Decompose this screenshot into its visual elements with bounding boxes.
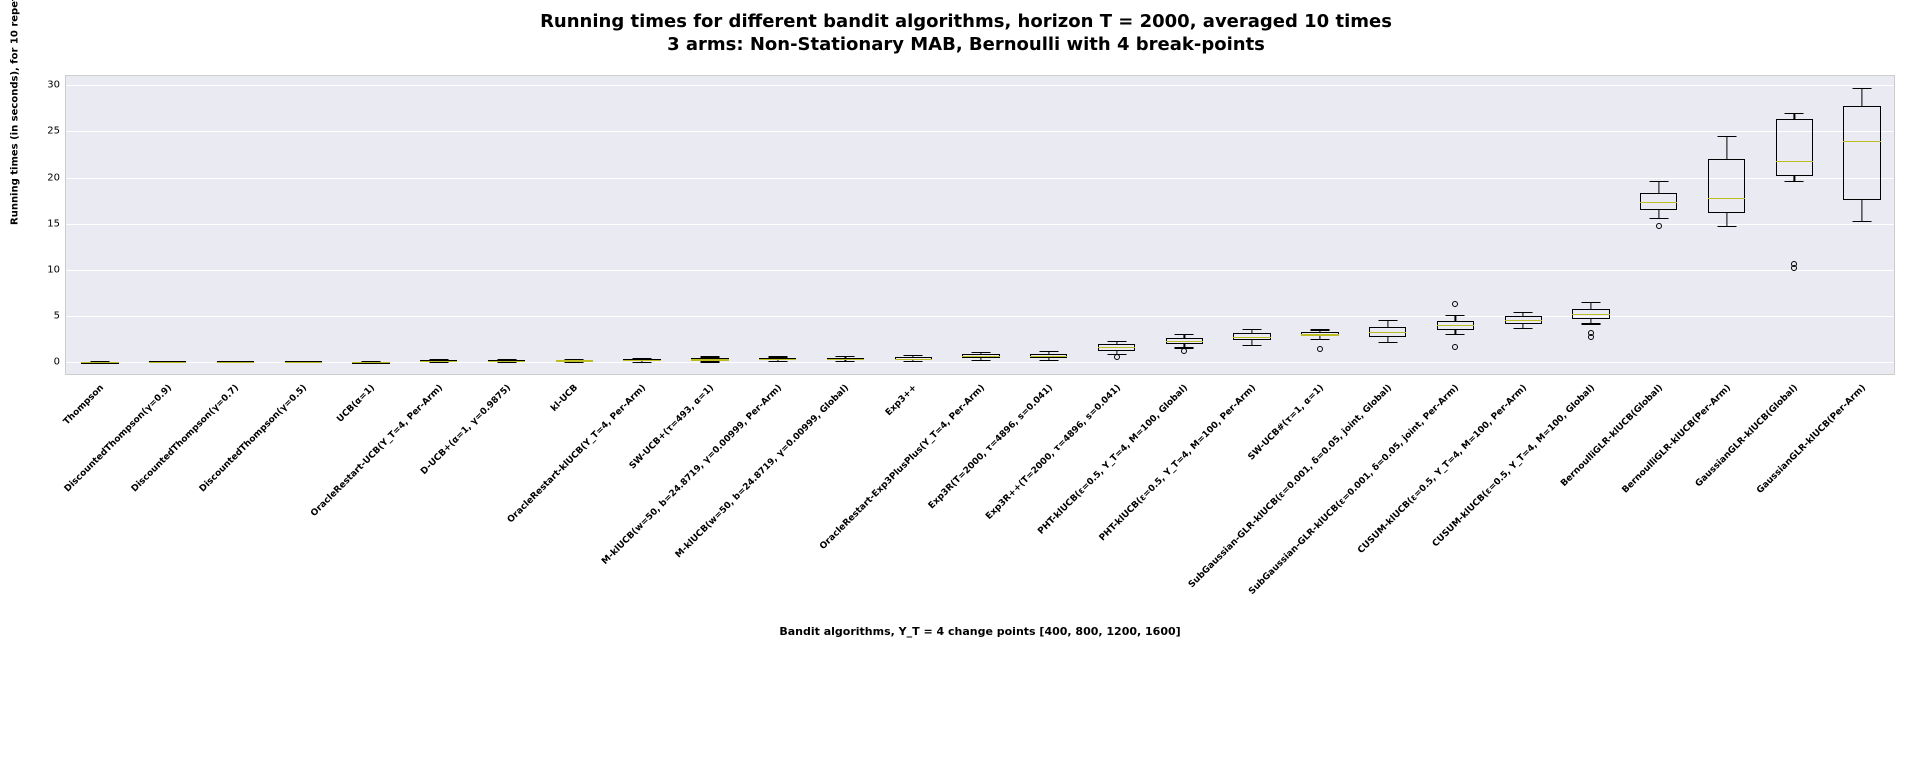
cap-upper bbox=[1514, 312, 1533, 313]
cap-lower bbox=[429, 362, 448, 363]
y-tick-label: 30 bbox=[47, 80, 66, 91]
cap-lower bbox=[1243, 345, 1262, 346]
gridline bbox=[66, 85, 1894, 86]
median bbox=[285, 362, 322, 363]
plot-area: 051015202530 bbox=[65, 75, 1895, 375]
whisker-upper bbox=[1862, 88, 1863, 106]
chart-title-line2: 3 arms: Non-Stationary MAB, Bernoulli wi… bbox=[10, 33, 1922, 56]
y-tick-label: 0 bbox=[54, 357, 66, 368]
cap-upper bbox=[1175, 334, 1194, 335]
y-tick-label: 15 bbox=[47, 218, 66, 229]
y-tick-label: 10 bbox=[47, 264, 66, 275]
median bbox=[1030, 356, 1067, 357]
chart-container: Running times for different bandit algor… bbox=[10, 10, 1922, 771]
whisker-upper bbox=[1726, 136, 1727, 159]
box bbox=[1776, 119, 1813, 175]
whisker-lower bbox=[1862, 200, 1863, 221]
cap-upper bbox=[1039, 351, 1058, 352]
cap-upper bbox=[1378, 320, 1397, 321]
median bbox=[352, 362, 389, 363]
cap-lower bbox=[1785, 181, 1804, 182]
median bbox=[420, 361, 457, 362]
flier bbox=[1317, 346, 1323, 352]
median bbox=[1843, 141, 1880, 142]
median bbox=[1233, 337, 1270, 338]
cap-lower bbox=[1649, 218, 1668, 219]
gridline bbox=[66, 362, 1894, 363]
chart-title: Running times for different bandit algor… bbox=[10, 10, 1922, 57]
cap-lower bbox=[1582, 323, 1601, 324]
cap-lower bbox=[904, 361, 923, 362]
gridline bbox=[66, 131, 1894, 132]
cap-lower bbox=[1039, 360, 1058, 361]
gridline bbox=[66, 270, 1894, 271]
cap-upper bbox=[1717, 136, 1736, 137]
median bbox=[556, 360, 593, 361]
cap-lower bbox=[1514, 328, 1533, 329]
flier bbox=[1656, 223, 1662, 229]
median bbox=[1369, 332, 1406, 333]
flier bbox=[1452, 344, 1458, 350]
median bbox=[1640, 202, 1677, 203]
cap-upper bbox=[1649, 181, 1668, 182]
cap-upper bbox=[1107, 341, 1126, 342]
cap-upper bbox=[1853, 88, 1872, 89]
median bbox=[1301, 334, 1338, 335]
cap-lower bbox=[700, 361, 719, 362]
cap-lower bbox=[565, 362, 584, 363]
median bbox=[1505, 320, 1542, 321]
cap-lower bbox=[836, 361, 855, 362]
flier bbox=[1452, 301, 1458, 307]
y-tick-label: 25 bbox=[47, 126, 66, 137]
median bbox=[827, 359, 864, 360]
median bbox=[623, 360, 660, 361]
cap-lower bbox=[768, 361, 787, 362]
cap-lower bbox=[1378, 342, 1397, 343]
cap-upper bbox=[1243, 329, 1262, 330]
median bbox=[1708, 198, 1745, 199]
cap-lower bbox=[1853, 221, 1872, 222]
cap-lower bbox=[1446, 334, 1465, 335]
cap-upper bbox=[1785, 113, 1804, 114]
flier bbox=[1588, 330, 1594, 336]
median bbox=[1098, 347, 1135, 348]
median bbox=[1776, 161, 1813, 162]
median bbox=[759, 359, 796, 360]
median bbox=[1166, 341, 1203, 342]
box bbox=[1843, 106, 1880, 200]
cap-lower bbox=[1717, 226, 1736, 227]
gridline bbox=[66, 224, 1894, 225]
median bbox=[81, 362, 118, 363]
flier bbox=[1181, 348, 1187, 354]
cap-upper bbox=[972, 352, 991, 353]
median bbox=[1437, 325, 1474, 326]
cap-lower bbox=[1310, 339, 1329, 340]
median bbox=[488, 361, 525, 362]
cap-upper bbox=[1582, 302, 1601, 303]
y-tick-label: 20 bbox=[47, 172, 66, 183]
whisker-lower bbox=[1658, 210, 1659, 218]
chart-title-line1: Running times for different bandit algor… bbox=[10, 10, 1922, 33]
median bbox=[895, 359, 932, 360]
x-axis-label: Bandit algorithms, Υ_T = 4 change points… bbox=[779, 625, 1180, 638]
whisker-upper bbox=[1658, 181, 1659, 193]
cap-lower bbox=[633, 362, 652, 363]
gridline bbox=[66, 178, 1894, 179]
box bbox=[1708, 159, 1745, 213]
flier bbox=[1791, 261, 1797, 267]
median bbox=[217, 362, 254, 363]
cap-upper bbox=[1446, 315, 1465, 316]
gridline bbox=[66, 316, 1894, 317]
cap-lower bbox=[497, 362, 516, 363]
cap-upper bbox=[1310, 329, 1329, 330]
y-tick-label: 5 bbox=[54, 311, 66, 322]
median bbox=[691, 359, 728, 360]
median bbox=[962, 356, 999, 357]
x-tick-label: DiscountedThompson(γ=0.9) bbox=[0, 383, 174, 673]
median bbox=[149, 362, 186, 363]
median bbox=[1572, 314, 1609, 315]
flier bbox=[1114, 354, 1120, 360]
cap-lower bbox=[972, 360, 991, 361]
whisker-lower bbox=[1726, 213, 1727, 226]
